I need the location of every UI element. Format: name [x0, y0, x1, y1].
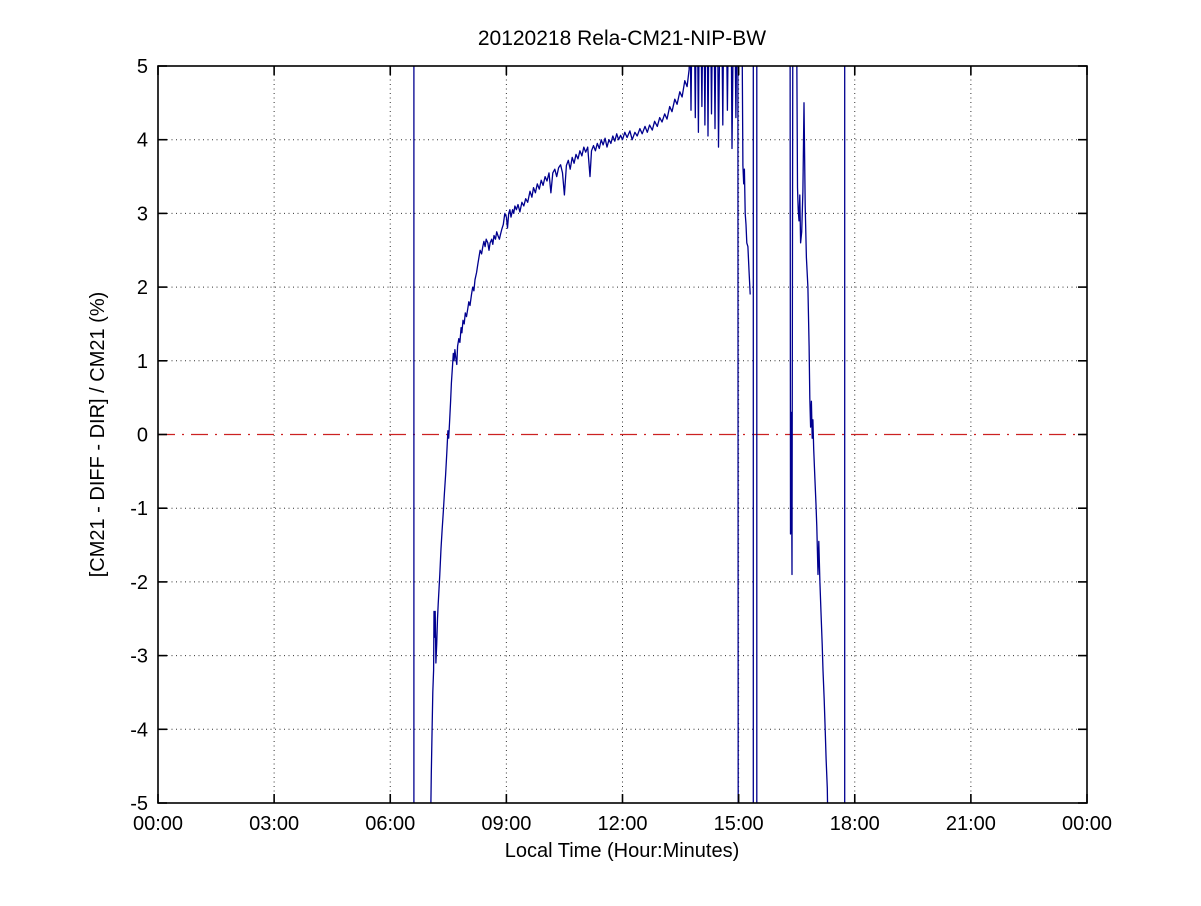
- gridlines: [158, 66, 1087, 803]
- y-tick-label: 5: [137, 56, 148, 78]
- y-tick-label: -4: [130, 719, 148, 741]
- data-polyline: [789, 66, 829, 803]
- y-tick-label: -5: [130, 793, 148, 815]
- x-tick-label: 09:00: [481, 813, 531, 835]
- x-axis-label: Local Time (Hour:Minutes): [505, 840, 740, 862]
- x-tick-label: 21:00: [946, 813, 996, 835]
- data-polyline: [741, 66, 751, 295]
- x-tick-labels: 00:00 03:00 06:00 09:00 12:00 15:00 18:00 21:00…: [133, 813, 1112, 835]
- y-tick-label: 0: [137, 425, 148, 447]
- y-tick-label: -3: [130, 646, 148, 668]
- y-tick-label: 3: [137, 203, 148, 225]
- y-tick-label: 2: [137, 277, 148, 299]
- data-series: [413, 66, 846, 803]
- x-tick-label: 03:00: [249, 813, 299, 835]
- x-tick-label: 18:00: [830, 813, 880, 835]
- y-axis-label: [CM21 - DIFF - DIR] / CM21 (%): [87, 292, 109, 578]
- x-tick-label: 15:00: [714, 813, 764, 835]
- y-tick-label: -1: [130, 498, 148, 520]
- data-polyline: [430, 66, 739, 803]
- x-tick-label: 06:00: [365, 813, 415, 835]
- x-tick-label: 00:00: [1062, 813, 1112, 835]
- chart-title: 20120218 Rela-CM21-NIP-BW: [478, 27, 766, 50]
- axis-ticks: [157, 65, 1088, 804]
- y-tick-label: -2: [130, 572, 148, 594]
- x-tick-label: 12:00: [597, 813, 647, 835]
- x-tick-label: 00:00: [133, 813, 183, 835]
- y-tick-labels: -5 -4 -3 -2 -1 0 1 2 3 4 5: [130, 56, 148, 815]
- y-tick-label: 4: [137, 130, 148, 152]
- y-tick-label: 1: [137, 351, 148, 373]
